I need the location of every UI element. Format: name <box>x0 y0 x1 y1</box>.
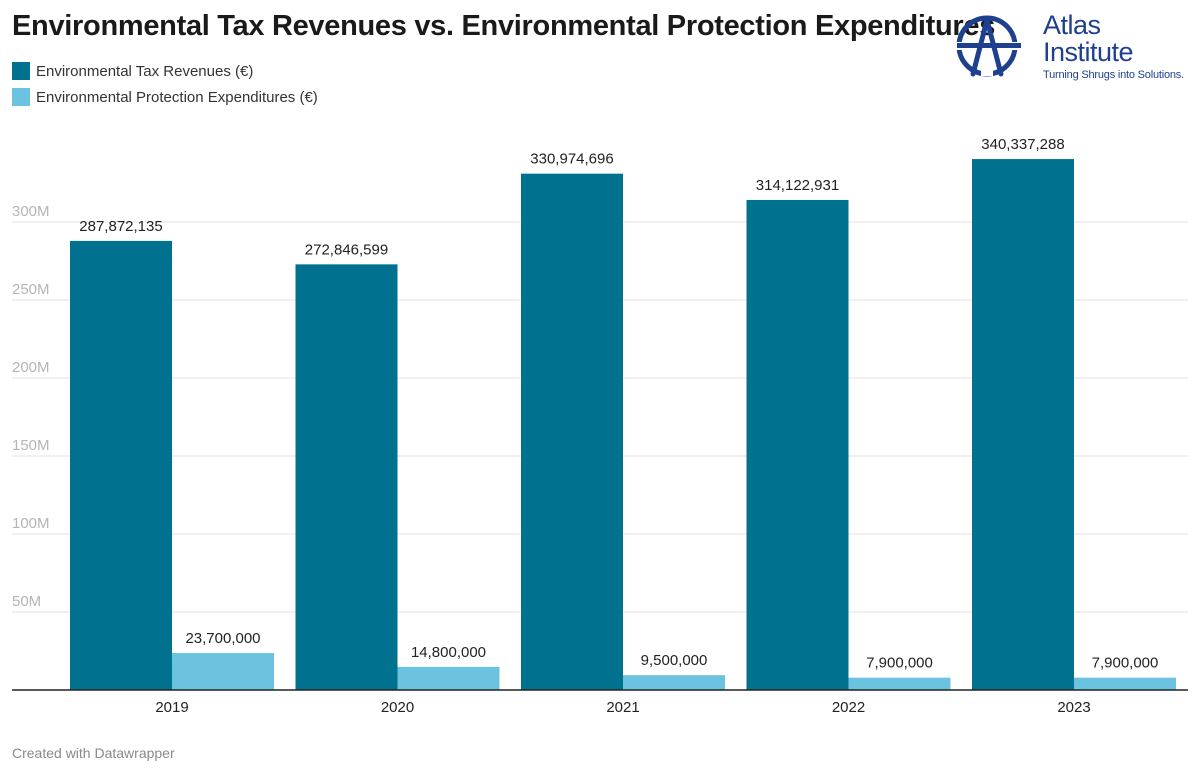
legend-item-expenditure: Environmental Protection Expenditures (€… <box>12 84 318 110</box>
legend-label-expenditure: Environmental Protection Expenditures (€… <box>36 88 318 106</box>
footer-credit: Created with Datawrapper <box>12 745 175 761</box>
data-label: 23,700,000 <box>185 630 260 647</box>
atlas-institute-logo: Atlas Institute Turning Shrugs into Solu… <box>955 12 1195 84</box>
legend-label-revenue: Environmental Tax Revenues (€) <box>36 62 254 80</box>
bar-revenue <box>972 159 1074 690</box>
bar-revenue <box>295 264 398 690</box>
y-tick-label: 50M <box>12 593 41 610</box>
logo-tagline: Turning Shrugs into Solutions. <box>1043 69 1184 81</box>
logo-name-line2: Institute <box>1043 37 1134 67</box>
data-label: 7,900,000 <box>866 655 933 672</box>
data-label: 14,800,000 <box>411 644 486 661</box>
y-tick-label: 250M <box>12 281 50 298</box>
x-tick-label: 2020 <box>381 699 414 716</box>
bar-expenditure <box>848 677 951 690</box>
bar-revenue <box>746 199 849 690</box>
bar-expenditure <box>1074 677 1176 690</box>
data-label: 272,846,599 <box>305 241 388 258</box>
legend-swatch-revenue <box>12 62 30 80</box>
bar-revenue <box>70 240 172 690</box>
data-label: 340,337,288 <box>981 136 1064 153</box>
y-tick-label: 150M <box>12 437 50 454</box>
legend-swatch-expenditure <box>12 88 30 106</box>
data-label: 330,974,696 <box>530 151 613 168</box>
logo-name-line1: Atlas <box>1043 10 1101 40</box>
bar-expenditure <box>623 675 725 690</box>
data-label: 7,900,000 <box>1092 655 1159 672</box>
legend: Environmental Tax Revenues (€) Environme… <box>12 58 318 110</box>
bar-revenue <box>521 173 623 691</box>
y-tick-label: 100M <box>12 515 50 532</box>
data-label: 287,872,135 <box>79 218 162 235</box>
y-tick-label: 300M <box>12 203 50 220</box>
x-tick-label: 2022 <box>832 699 865 716</box>
x-tick-label: 2019 <box>155 699 188 716</box>
x-tick-label: 2021 <box>606 699 639 716</box>
data-label: 9,500,000 <box>641 652 708 669</box>
bar-expenditure <box>397 666 500 690</box>
chart-title: Environmental Tax Revenues vs. Environme… <box>12 10 996 42</box>
logo-text: Atlas Institute Turning Shrugs into Solu… <box>1043 10 1184 82</box>
y-tick-label: 200M <box>12 359 50 376</box>
atlas-logo-icon <box>955 15 1023 77</box>
bar-expenditure <box>172 653 274 690</box>
bar-chart: 50M 100M 150M 200M 250M 300M 287,872,135 23,700… <box>12 136 1188 716</box>
data-label: 314,122,931 <box>756 177 839 194</box>
legend-item-revenue: Environmental Tax Revenues (€) <box>12 58 318 84</box>
x-tick-label: 2023 <box>1057 699 1090 716</box>
